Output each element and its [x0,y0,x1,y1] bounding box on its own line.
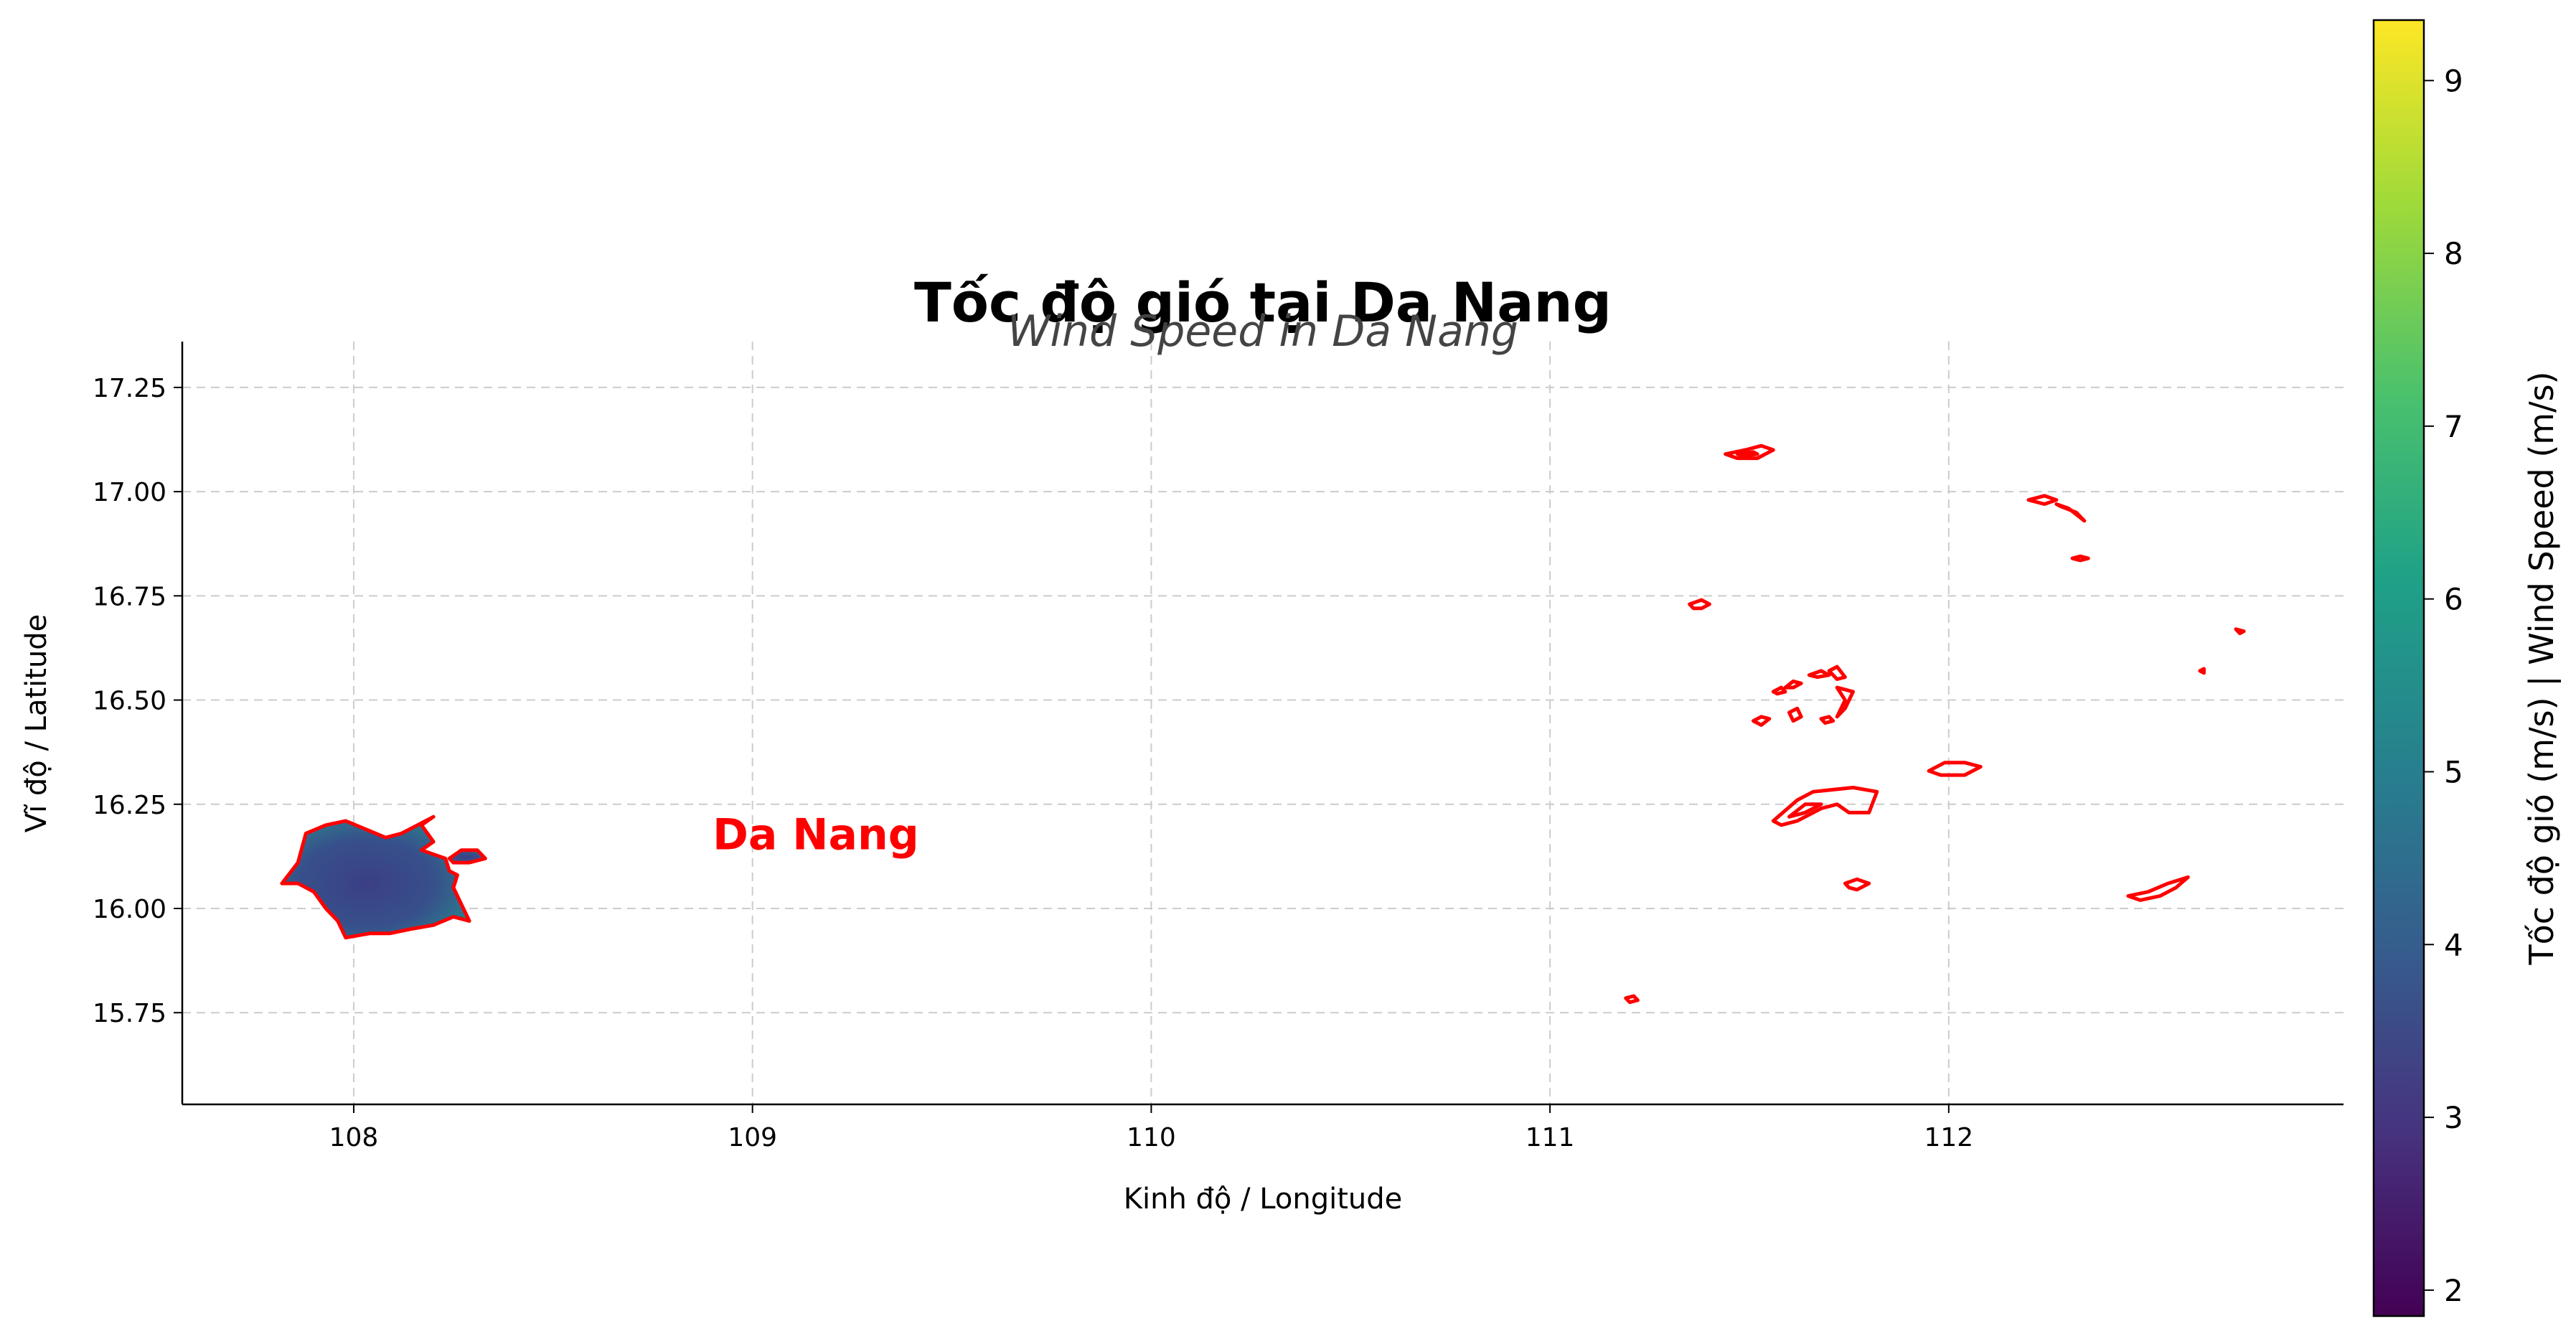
boundary-son-tra-islet [447,848,487,865]
boundary-island-19 [1787,802,1823,819]
boundary-island-12 [1827,664,1847,681]
boundary-layer [280,443,2246,1005]
chart-subtitle: Wind Speed in Da Nang [1007,306,1518,357]
colorbar-tick-label: 4 [2444,927,2463,962]
boundary-island-21 [2126,875,2190,902]
y-tick-label: 17.25 [93,374,166,403]
boundary-island-04 [2054,502,2087,523]
boundary-island-03 [2026,494,2059,506]
boundary-island-17 [1927,761,1983,777]
boundary-island-22 [1624,994,1640,1005]
boundary-island-05 [2070,554,2090,563]
colorbar-tick-label: 2 [2444,1273,2463,1308]
colorbar: 2 3 4 5 6 7 8 9 Tốc độ gió (m/s) | Wind Speed (… [2372,19,2562,1317]
x-tick-label: 108 [329,1123,379,1152]
colorbar-tick-label: 3 [2444,1100,2463,1135]
colorbar-tick-label: 8 [2444,236,2463,271]
x-tick-label: 110 [1127,1123,1176,1152]
y-axis-ticks: 15.75 16.00 16.25 16.50 16.75 17.00 17.25 [93,374,182,1028]
y-tick-label: 17.00 [93,478,166,507]
boundary-mainland [280,814,471,940]
boundary-island-20 [1843,877,1871,892]
boundary-island-01 [1724,443,1775,461]
colorbar-label: Tốc độ gió (m/s) | Wind Speed (m/s) [2522,372,2562,966]
boundary-island-10 [1783,679,1803,690]
colorbar-tick-label: 9 [2444,63,2463,98]
colorbar-tick-label: 5 [2444,754,2463,789]
y-tick-label: 16.50 [93,687,166,716]
boundary-island-16 [1819,715,1835,725]
boundary-island-15 [1752,715,1772,727]
boundary-island-14 [1787,706,1803,723]
colorbar-gradient [2372,19,2425,1317]
boundary-island-08 [2198,667,2206,675]
chart-title: Tốc độ gió tại Da Nang [914,271,1612,334]
y-tick-label: 16.75 [93,582,166,611]
boundary-island-06 [1688,598,1711,611]
x-tick-label: 109 [728,1123,777,1152]
boundary-island-02 [1735,450,1759,459]
colorbar-tick-label: 7 [2444,409,2463,444]
colorbar-tick-label: 6 [2444,582,2463,617]
y-tick-label: 16.25 [93,791,166,820]
boundary-island-07 [2234,627,2246,636]
boundary-island-11 [1807,669,1831,680]
y-tick-label: 15.75 [93,999,166,1028]
y-tick-label: 16.00 [93,895,166,924]
boundary-island-13 [1835,685,1855,719]
x-tick-label: 112 [1924,1123,1973,1152]
x-axis-ticks: 108 109 110 111 112 [329,1104,1973,1152]
x-tick-label: 111 [1526,1123,1575,1152]
colorbar-ticks: 2 3 4 5 6 7 8 9 [2424,63,2463,1308]
y-axis-label: Vĩ độ / Latitude [20,614,53,833]
boundary-island-09 [1771,685,1787,696]
place-label: Da Nang [713,809,919,860]
boundary-island-18 [1771,786,1879,827]
x-axis-label: Kinh độ / Longitude [1124,1183,1402,1216]
grid-lines [182,342,2344,1104]
